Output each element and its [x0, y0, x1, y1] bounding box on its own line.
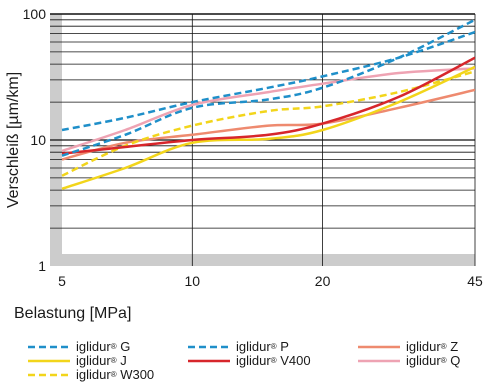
- legend-swatch: [188, 345, 230, 349]
- x-tick-labels: 5 10 20 45: [58, 273, 483, 289]
- legend-grade: V400: [276, 353, 311, 368]
- legend-brand: iglidur: [236, 353, 271, 368]
- legend-item-z: iglidur ® Z: [358, 340, 458, 354]
- legend-swatch: [188, 359, 230, 363]
- legend-mark: ®: [270, 356, 277, 365]
- legend-mark: ®: [270, 342, 277, 351]
- series-line-iglidur-q: [61, 67, 475, 153]
- legend-swatch: [28, 373, 70, 377]
- y-tick-label: 100: [23, 6, 47, 22]
- chart: 1 10 100 5 10 20 45 Verschleiß [µm/km] Belast…: [5, 6, 483, 322]
- x-tick-label: 20: [315, 273, 331, 289]
- x-tick-label: 45: [467, 273, 483, 289]
- legend-brand: iglidur: [236, 339, 271, 354]
- legend-item-p: iglidur ® P: [188, 340, 289, 354]
- legend-brand: iglidur: [406, 339, 441, 354]
- series-line-iglidur-g: [61, 30, 475, 132]
- y-tick-label: 10: [30, 132, 46, 148]
- legend-brand: iglidur: [76, 339, 111, 354]
- series-line-iglidur-v400: [61, 56, 475, 155]
- legend-swatch: [28, 359, 70, 363]
- legend-brand: iglidur: [76, 353, 111, 368]
- y-tick-label: 1: [38, 258, 46, 274]
- legend-grade: Z: [446, 339, 459, 354]
- legend-swatch: [358, 359, 400, 363]
- legend-mark: ®: [110, 342, 117, 351]
- legend-swatch: [358, 345, 400, 349]
- x-tick-label: 10: [185, 273, 201, 289]
- legend-swatch: [28, 345, 70, 349]
- series-line-iglidur-p: [61, 18, 475, 157]
- legend-mark: ®: [440, 356, 447, 365]
- legend-mark: ®: [110, 370, 117, 379]
- series-line-iglidur-j: [61, 65, 475, 190]
- legend-grade: P: [276, 339, 289, 354]
- legend-item-v400: iglidur ® V400: [188, 354, 311, 368]
- legend-brand: iglidur: [406, 353, 441, 368]
- legend-grade: G: [116, 339, 131, 354]
- legend-item-q: iglidur ® Q: [358, 354, 460, 368]
- x-tick-label: 5: [58, 273, 66, 289]
- legend-item-j: iglidur ® J: [28, 354, 127, 368]
- series-lines: [61, 18, 475, 190]
- legend-grade: J: [116, 353, 127, 368]
- legend-grade: W300: [116, 367, 155, 382]
- plot-bottom-band: [50, 254, 475, 266]
- legend-mark: ®: [440, 342, 447, 351]
- x-axis-title: Belastung [MPa]: [14, 305, 131, 322]
- legend-grade: Q: [446, 353, 461, 368]
- series-line-iglidur-z: [61, 88, 475, 161]
- legend-item-w300: iglidur ® W300: [28, 368, 154, 382]
- legend-brand: iglidur: [76, 367, 111, 382]
- legend-item-g: iglidur ® G: [28, 340, 130, 354]
- y-tick-labels: 1 10 100: [23, 6, 47, 274]
- y-axis-title: Verschleiß [µm/km]: [5, 72, 22, 208]
- legend-mark: ®: [110, 356, 117, 365]
